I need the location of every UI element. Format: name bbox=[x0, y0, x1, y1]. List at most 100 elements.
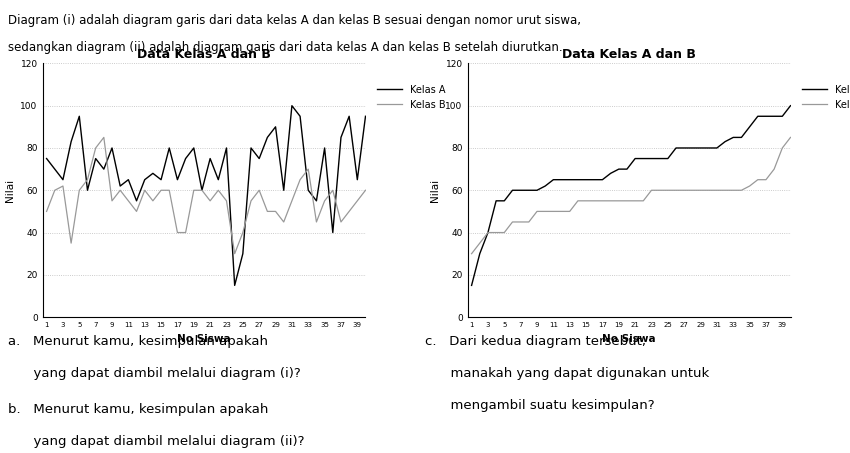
Kelas A bbox=[720, 139, 730, 145]
Line: Kelas A: Kelas A bbox=[47, 106, 366, 285]
Kelas A bbox=[49, 166, 60, 172]
Kelas A bbox=[630, 156, 640, 161]
Kelas B bbox=[213, 188, 224, 193]
Kelas A bbox=[213, 177, 224, 183]
X-axis label: No Siswa: No Siswa bbox=[177, 333, 231, 343]
Kelas A bbox=[614, 166, 624, 172]
Kelas B bbox=[286, 198, 297, 203]
Kelas A bbox=[785, 103, 796, 108]
Text: a.   Menurut kamu, kesimpulan apakah: a. Menurut kamu, kesimpulan apakah bbox=[8, 335, 269, 348]
Kelas B bbox=[704, 188, 714, 193]
Kelas B bbox=[654, 188, 665, 193]
Kelas A bbox=[286, 103, 297, 108]
Kelas A bbox=[516, 188, 526, 193]
Kelas A bbox=[173, 177, 183, 183]
Kelas A bbox=[123, 177, 133, 183]
Kelas A bbox=[704, 145, 714, 151]
Kelas A bbox=[148, 171, 158, 176]
Kelas B bbox=[279, 219, 289, 225]
Kelas B bbox=[205, 198, 215, 203]
Kelas B bbox=[483, 230, 493, 235]
Kelas B bbox=[107, 198, 117, 203]
Kelas B bbox=[499, 230, 509, 235]
Title: Data Kelas A dan B: Data Kelas A dan B bbox=[137, 48, 271, 61]
Kelas B bbox=[614, 198, 624, 203]
Kelas B bbox=[777, 145, 787, 151]
Kelas B bbox=[180, 230, 190, 235]
Text: mengambil suatu kesimpulan?: mengambil suatu kesimpulan? bbox=[425, 399, 654, 412]
Kelas A bbox=[107, 145, 117, 151]
Kelas B bbox=[524, 219, 534, 225]
Kelas A bbox=[270, 124, 280, 130]
Kelas B bbox=[82, 177, 93, 183]
Kelas B bbox=[711, 188, 722, 193]
Kelas B bbox=[197, 188, 207, 193]
Kelas B bbox=[254, 188, 264, 193]
Kelas B bbox=[320, 198, 330, 203]
Kelas A bbox=[564, 177, 575, 183]
Kelas A bbox=[205, 156, 215, 161]
Kelas B bbox=[221, 198, 231, 203]
Kelas A bbox=[688, 145, 698, 151]
Kelas B bbox=[115, 188, 125, 193]
Line: Kelas A: Kelas A bbox=[472, 106, 790, 285]
Text: yang dapat diambil melalui diagram (i)?: yang dapat diambil melalui diagram (i)? bbox=[8, 367, 301, 380]
Kelas B bbox=[736, 188, 746, 193]
Kelas A bbox=[736, 135, 746, 140]
Kelas A bbox=[320, 145, 330, 151]
Kelas B bbox=[328, 188, 338, 193]
Kelas A bbox=[557, 177, 567, 183]
Kelas B bbox=[638, 198, 649, 203]
Kelas A bbox=[581, 177, 591, 183]
Kelas A bbox=[238, 251, 248, 256]
Kelas B bbox=[516, 219, 526, 225]
Kelas B bbox=[581, 198, 591, 203]
Kelas B bbox=[671, 188, 681, 193]
Kelas B bbox=[769, 166, 779, 172]
Kelas B bbox=[303, 166, 314, 172]
Kelas A bbox=[589, 177, 599, 183]
Kelas A bbox=[499, 198, 509, 203]
Kelas A bbox=[753, 114, 763, 119]
Text: manakah yang dapat digunakan untuk: manakah yang dapat digunakan untuk bbox=[425, 367, 709, 380]
Kelas A bbox=[132, 198, 142, 203]
Kelas A bbox=[663, 156, 673, 161]
Kelas A bbox=[311, 198, 321, 203]
Kelas A bbox=[156, 177, 166, 183]
Kelas A bbox=[74, 114, 84, 119]
Kelas A bbox=[548, 177, 558, 183]
Kelas B bbox=[164, 188, 174, 193]
Kelas A bbox=[671, 145, 681, 151]
Y-axis label: Nilai: Nilai bbox=[5, 178, 14, 202]
Kelas B bbox=[491, 230, 501, 235]
Kelas A bbox=[532, 188, 542, 193]
Kelas A bbox=[115, 183, 125, 189]
Kelas A bbox=[295, 114, 305, 119]
Kelas B bbox=[270, 209, 280, 214]
Kelas B bbox=[238, 230, 248, 235]
Kelas A bbox=[679, 145, 689, 151]
Kelas B bbox=[360, 188, 371, 193]
Kelas B bbox=[598, 198, 608, 203]
Kelas A bbox=[622, 166, 632, 172]
Kelas A bbox=[221, 145, 231, 151]
Kelas B bbox=[720, 188, 730, 193]
Kelas A bbox=[336, 135, 346, 140]
Y-axis label: Nilai: Nilai bbox=[430, 178, 439, 202]
Kelas A bbox=[263, 135, 273, 140]
Kelas A bbox=[344, 114, 354, 119]
Kelas A bbox=[66, 139, 76, 145]
Kelas A bbox=[573, 177, 583, 183]
Kelas B bbox=[564, 209, 575, 214]
Kelas B bbox=[679, 188, 689, 193]
Kelas B bbox=[295, 177, 305, 183]
Kelas A bbox=[139, 177, 150, 183]
Kelas A bbox=[328, 230, 338, 235]
Kelas A bbox=[695, 145, 706, 151]
Kelas B bbox=[148, 198, 158, 203]
Title: Data Kelas A dan B: Data Kelas A dan B bbox=[562, 48, 696, 61]
Kelas A bbox=[303, 188, 314, 193]
Kelas A bbox=[467, 283, 477, 288]
Kelas B bbox=[728, 188, 739, 193]
Kelas A bbox=[598, 177, 608, 183]
